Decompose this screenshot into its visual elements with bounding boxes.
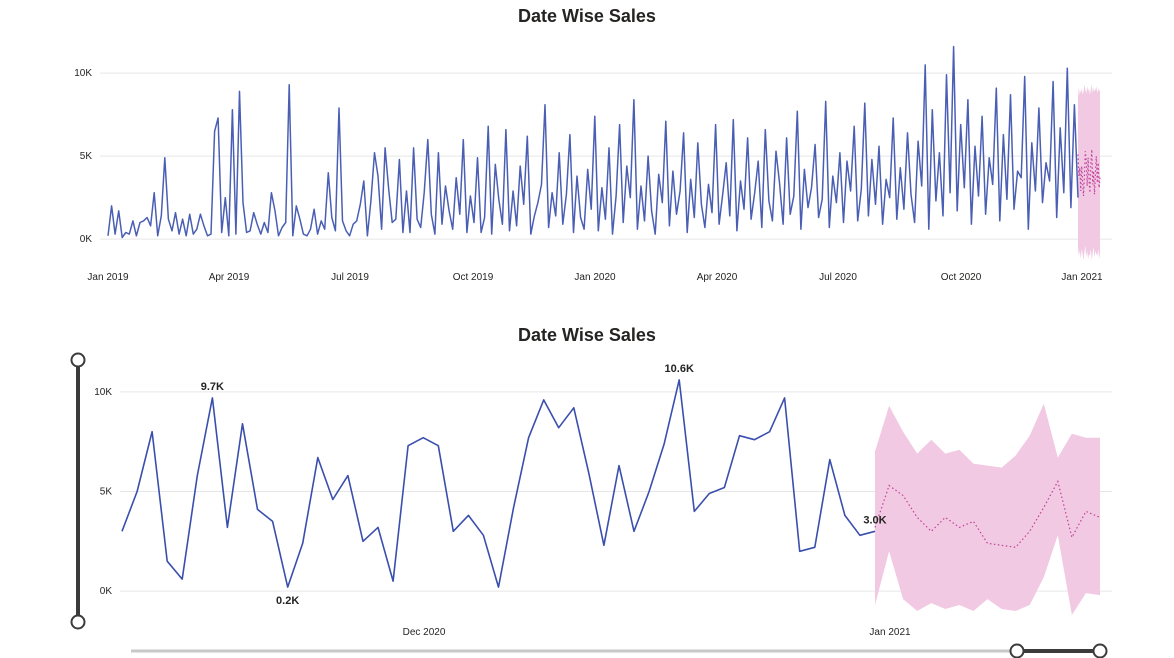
- x-slider-left-handle[interactable]: [1009, 643, 1025, 658]
- bottom-line-chart: 0K 5K 10K Dec 2020 Jan 2021 9.7K 0.2K 10.6K 3.0K: [94, 363, 1112, 638]
- chart-title-bottom: Date Wise Sales: [518, 325, 656, 345]
- y-tick-label: 0K: [100, 586, 113, 597]
- data-label: 9.7K: [201, 381, 224, 393]
- y-tick-label: 5K: [80, 151, 93, 162]
- x-range-slider[interactable]: [131, 643, 1108, 658]
- data-label: 10.6K: [665, 363, 694, 375]
- x-tick-label: Jan 2020: [574, 272, 616, 283]
- y-slider-bottom-handle[interactable]: [70, 614, 86, 630]
- x-tick-label: Oct 2019: [453, 272, 494, 283]
- chart-title-top: Date Wise Sales: [518, 6, 656, 26]
- data-label: 0.2K: [276, 595, 299, 607]
- y-tick-label: 0K: [80, 234, 93, 245]
- x-tick-label: Apr 2019: [209, 272, 250, 283]
- top-line-chart: 0K 5K 10K Jan 2019 Apr 2019 Jul 2019 Oct 2019 J…: [74, 45, 1112, 283]
- data-label: 3.0K: [863, 514, 886, 526]
- x-tick-label: Jul 2020: [819, 272, 857, 283]
- x-tick-label: Oct 2020: [941, 272, 982, 283]
- actual-sales-line: [121, 379, 876, 588]
- actual-sales-line: [107, 45, 1079, 239]
- x-tick-label: Jul 2019: [331, 272, 369, 283]
- y-range-slider[interactable]: [70, 352, 86, 630]
- x-slider-right-handle[interactable]: [1092, 643, 1108, 658]
- forecast-band: [875, 403, 1100, 615]
- x-tick-label: Jan 2021: [1061, 272, 1103, 283]
- x-tick-label: Apr 2020: [697, 272, 738, 283]
- x-tick-label: Jan 2021: [869, 627, 911, 638]
- x-tick-label: Jan 2019: [87, 272, 129, 283]
- y-slider-top-handle[interactable]: [70, 352, 86, 368]
- y-tick-label: 10K: [94, 387, 112, 398]
- x-tick-label: Dec 2020: [403, 627, 446, 638]
- forecast-band: [1078, 84, 1100, 261]
- y-tick-label: 10K: [74, 68, 92, 79]
- y-tick-label: 5K: [100, 486, 113, 497]
